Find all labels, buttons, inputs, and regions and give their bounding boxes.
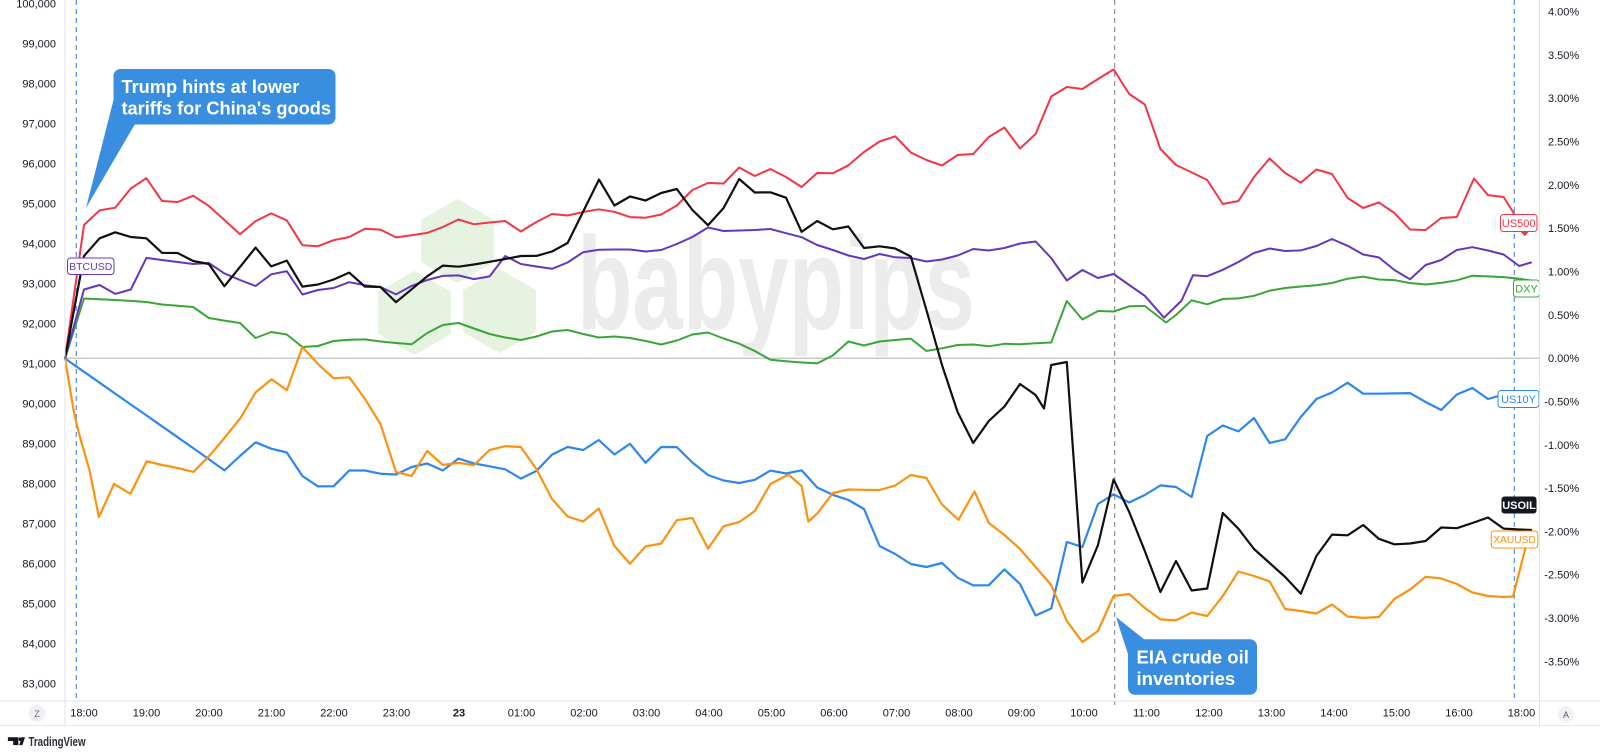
svg-text:96,000: 96,000 bbox=[22, 159, 56, 171]
svg-text:18:00: 18:00 bbox=[70, 708, 98, 720]
svg-text:-2.50%: -2.50% bbox=[1544, 570, 1579, 582]
svg-text:86,000: 86,000 bbox=[22, 559, 56, 571]
svg-text:15:00: 15:00 bbox=[1383, 708, 1411, 720]
svg-text:tariffs for China's goods: tariffs for China's goods bbox=[122, 99, 331, 119]
svg-text:94,000: 94,000 bbox=[22, 239, 56, 251]
svg-text:08:00: 08:00 bbox=[945, 708, 973, 720]
svg-text:1.50%: 1.50% bbox=[1548, 223, 1579, 235]
svg-text:83,000: 83,000 bbox=[22, 679, 56, 691]
svg-text:14:00: 14:00 bbox=[1320, 708, 1348, 720]
svg-text:23:00: 23:00 bbox=[383, 708, 411, 720]
svg-text:XAUUSD: XAUUSD bbox=[1493, 535, 1535, 546]
svg-text:-3.50%: -3.50% bbox=[1544, 656, 1579, 668]
svg-text:93,000: 93,000 bbox=[22, 279, 56, 291]
svg-text:03:00: 03:00 bbox=[633, 708, 661, 720]
svg-text:90,000: 90,000 bbox=[22, 399, 56, 411]
svg-text:0.50%: 0.50% bbox=[1548, 310, 1579, 322]
svg-text:04:00: 04:00 bbox=[695, 708, 723, 720]
svg-text:99,000: 99,000 bbox=[22, 39, 56, 51]
svg-text:92,000: 92,000 bbox=[22, 319, 56, 331]
svg-text:Z: Z bbox=[34, 709, 40, 719]
svg-text:-1.50%: -1.50% bbox=[1544, 483, 1579, 495]
svg-text:95,000: 95,000 bbox=[22, 199, 56, 211]
svg-text:-3.00%: -3.00% bbox=[1544, 613, 1579, 625]
svg-text:12:00: 12:00 bbox=[1195, 708, 1223, 720]
svg-text:89,000: 89,000 bbox=[22, 439, 56, 451]
svg-text:inventories: inventories bbox=[1137, 668, 1236, 689]
svg-text:19:00: 19:00 bbox=[133, 708, 161, 720]
svg-text:babypips: babypips bbox=[577, 210, 975, 357]
svg-text:4.00%: 4.00% bbox=[1548, 7, 1579, 19]
svg-text:98,000: 98,000 bbox=[22, 79, 56, 91]
svg-text:97,000: 97,000 bbox=[22, 119, 56, 131]
svg-text:01:00: 01:00 bbox=[508, 708, 536, 720]
svg-text:22:00: 22:00 bbox=[320, 708, 348, 720]
svg-text:US10Y: US10Y bbox=[1501, 394, 1537, 406]
svg-text:88,000: 88,000 bbox=[22, 479, 56, 491]
svg-text:02:00: 02:00 bbox=[570, 708, 598, 720]
svg-text:3.00%: 3.00% bbox=[1548, 93, 1579, 105]
svg-text:06:00: 06:00 bbox=[820, 708, 848, 720]
svg-text:2.00%: 2.00% bbox=[1548, 180, 1579, 192]
svg-text:Trump hints at lower: Trump hints at lower bbox=[122, 77, 300, 97]
svg-text:11:00: 11:00 bbox=[1133, 708, 1160, 720]
svg-text:07:00: 07:00 bbox=[883, 708, 911, 720]
svg-text:16:00: 16:00 bbox=[1445, 708, 1473, 720]
svg-text:13:00: 13:00 bbox=[1258, 708, 1286, 720]
svg-text:TradingView: TradingView bbox=[29, 735, 86, 749]
svg-text:23: 23 bbox=[453, 708, 465, 720]
svg-text:2.50%: 2.50% bbox=[1548, 137, 1579, 149]
svg-text:18:00: 18:00 bbox=[1508, 708, 1536, 720]
svg-text:85,000: 85,000 bbox=[22, 599, 56, 611]
svg-text:05:00: 05:00 bbox=[758, 708, 786, 720]
svg-text:-1.00%: -1.00% bbox=[1544, 440, 1579, 452]
svg-text:09:00: 09:00 bbox=[1008, 708, 1036, 720]
svg-text:10:00: 10:00 bbox=[1070, 708, 1098, 720]
svg-text:20:00: 20:00 bbox=[195, 708, 223, 720]
svg-text:-2.00%: -2.00% bbox=[1544, 526, 1579, 538]
svg-text:USOIL: USOIL bbox=[1502, 500, 1536, 512]
svg-text:DXY: DXY bbox=[1515, 284, 1538, 296]
svg-text:EIA crude oil: EIA crude oil bbox=[1137, 647, 1249, 668]
svg-text:-0.50%: -0.50% bbox=[1544, 396, 1579, 408]
svg-text:US500: US500 bbox=[1502, 218, 1536, 230]
svg-text:BTCUSD: BTCUSD bbox=[69, 261, 113, 273]
svg-text:87,000: 87,000 bbox=[22, 519, 56, 531]
svg-text:91,000: 91,000 bbox=[22, 359, 56, 371]
svg-text:3.50%: 3.50% bbox=[1548, 50, 1579, 62]
svg-text:1.00%: 1.00% bbox=[1548, 267, 1579, 279]
svg-text:A: A bbox=[1563, 710, 1569, 720]
svg-text:84,000: 84,000 bbox=[22, 639, 56, 651]
svg-text:21:00: 21:00 bbox=[258, 708, 286, 720]
svg-text:100,000: 100,000 bbox=[16, 0, 56, 11]
svg-text:0.00%: 0.00% bbox=[1548, 353, 1579, 365]
